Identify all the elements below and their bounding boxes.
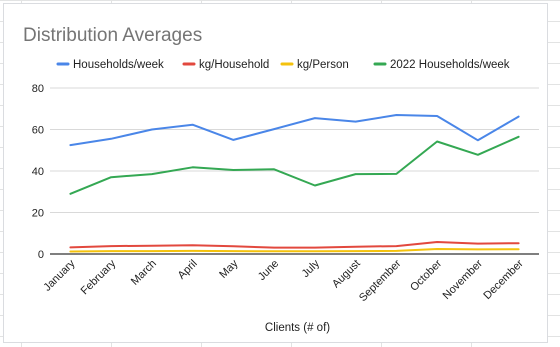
y-tick-label: 0 <box>38 249 44 261</box>
legend-item[interactable]: Households/week <box>56 59 164 71</box>
x-tick-label: November <box>441 257 486 302</box>
legend-label: kg/Person <box>297 59 349 71</box>
line-chart: Households/week kg/Household kg/Person 2022… <box>32 59 539 334</box>
legend-item[interactable]: kg/Household <box>182 59 269 71</box>
x-tick-label: December <box>481 257 526 302</box>
x-axis-title: Clients (# of) <box>265 322 330 334</box>
y-tick-label: 60 <box>32 125 44 137</box>
gridlines <box>50 87 539 255</box>
chart-title: Distribution Averages <box>23 25 203 46</box>
legend-label: Households/week <box>73 59 164 71</box>
x-tick-label: August <box>330 258 363 291</box>
series-line[interactable] <box>69 114 520 147</box>
legend-label: kg/Household <box>199 59 269 71</box>
x-tick-label: February <box>79 257 119 297</box>
legend-label: 2022 Households/week <box>390 59 510 71</box>
x-tick-label: March <box>129 258 159 288</box>
series-line[interactable] <box>69 135 520 195</box>
y-tick-label: 40 <box>32 166 44 178</box>
y-tick-label: 20 <box>32 208 44 220</box>
series-line[interactable] <box>69 241 520 249</box>
chart-container[interactable]: Distribution Averages Households/week kg/… <box>3 3 548 343</box>
x-tick-label: September <box>357 257 404 304</box>
y-tick-label: 80 <box>32 83 44 95</box>
x-tick-label: June <box>256 258 281 283</box>
x-tick-label: April <box>176 258 200 282</box>
x-tick-label: May <box>217 257 241 281</box>
x-axis-ticks: January February March April May June July Augu… <box>41 257 526 304</box>
x-tick-label: October <box>408 257 444 293</box>
series-line[interactable] <box>69 248 520 253</box>
legend-item[interactable]: kg/Person <box>280 59 349 71</box>
x-tick-label: July <box>300 257 323 280</box>
legend: Households/week kg/Household kg/Person 2022… <box>56 59 510 71</box>
y-axis-ticks: 0 20 40 60 80 <box>32 83 44 261</box>
x-tick-label: January <box>41 257 78 294</box>
series-lines <box>69 114 520 253</box>
legend-item[interactable]: 2022 Households/week <box>373 59 510 71</box>
